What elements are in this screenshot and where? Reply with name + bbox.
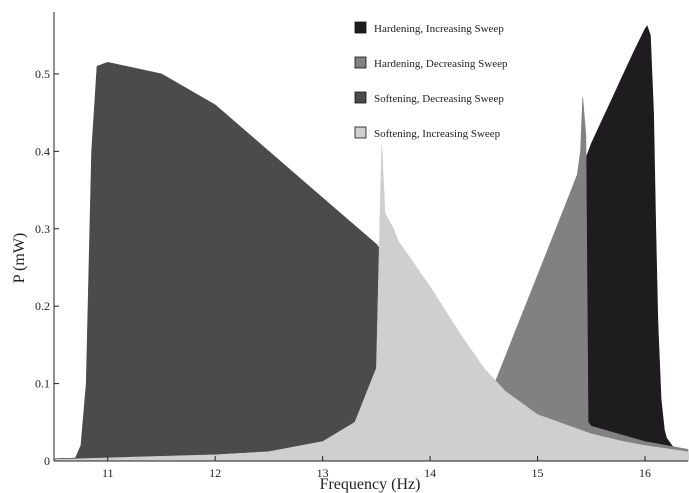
legend-label: Hardening, Decreasing Sweep xyxy=(374,58,508,70)
x-axis-label: Frequency (Hz) xyxy=(320,476,421,493)
legend-swatch xyxy=(354,21,367,34)
y-tick-label: 0.2 xyxy=(35,299,50,313)
legend-swatch xyxy=(354,56,367,69)
y-axis-label: P (mW) xyxy=(11,233,28,284)
area-softening-increasing-sweep xyxy=(53,143,689,462)
legend-item-softening-increasing-sweep: Softening, Increasing Sweep xyxy=(354,126,501,140)
y-tick-label: 0 xyxy=(44,454,50,468)
y-tick-label: 0.3 xyxy=(35,222,50,236)
y-tick-label: 0.4 xyxy=(35,144,50,158)
x-tick-label: 16 xyxy=(639,466,651,480)
x-tick-label: 13 xyxy=(317,466,329,480)
legend-label: Softening, Decreasing Sweep xyxy=(374,93,504,105)
ticks-layer: 11 12 13 14 15 16 0 0.1 0.2 0.3 0.4 0.5 xyxy=(35,67,651,480)
axes-layer xyxy=(53,12,688,462)
legend-swatch xyxy=(354,126,367,139)
legend-swatch xyxy=(354,91,367,104)
legend: Hardening, Increasing Sweep Hardening, De… xyxy=(354,21,508,140)
legend-label: Softening, Increasing Sweep xyxy=(374,128,501,140)
legend-item-hardening-increasing-sweep: Hardening, Increasing Sweep xyxy=(354,21,504,35)
x-tick-label: 14 xyxy=(424,466,436,480)
legend-label: Hardening, Increasing Sweep xyxy=(374,23,504,35)
legend-item-hardening-decreasing-sweep: Hardening, Decreasing Sweep xyxy=(354,56,508,70)
x-tick-label: 12 xyxy=(209,466,221,480)
y-tick-label: 0.5 xyxy=(35,67,50,81)
areas-layer xyxy=(53,25,689,462)
x-tick-label: 15 xyxy=(532,466,544,480)
x-tick-label: 11 xyxy=(102,466,114,480)
y-tick-label: 0.1 xyxy=(35,377,50,391)
legend-item-softening-decreasing-sweep: Softening, Decreasing Sweep xyxy=(354,91,504,105)
